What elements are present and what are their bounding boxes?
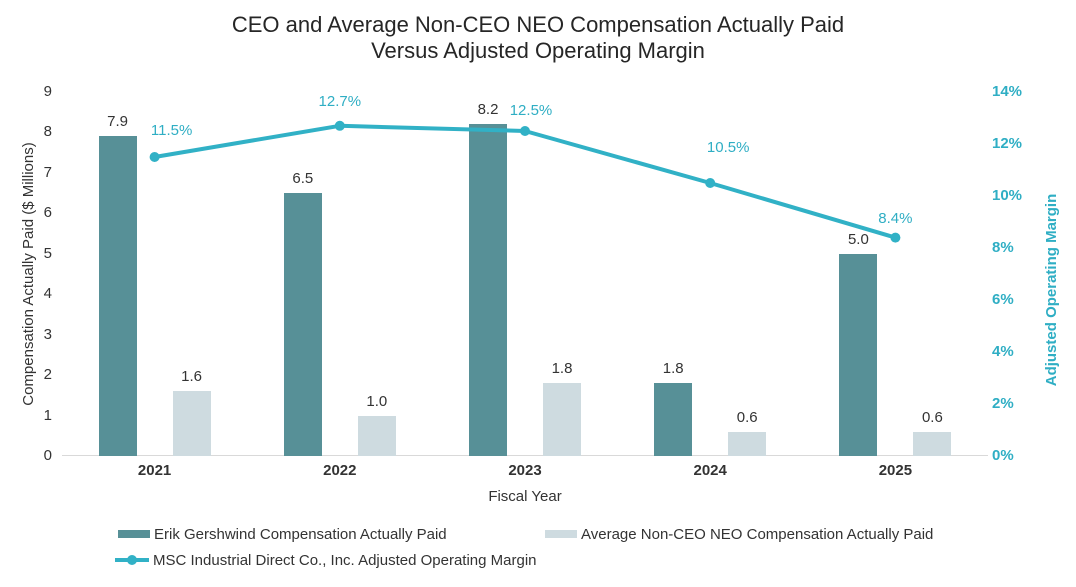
line-marker bbox=[705, 178, 716, 188]
bar-ceo-2025 bbox=[839, 253, 878, 456]
left-axis-tick-label: 3 bbox=[43, 325, 52, 343]
bar-value-label: 1.0 bbox=[366, 392, 388, 410]
right-axis-tick-label: 10% bbox=[992, 187, 1023, 204]
x-axis-line bbox=[62, 455, 988, 456]
legend-swatch-ceo-bar bbox=[118, 530, 150, 538]
right-axis-tick-label: 8% bbox=[992, 239, 1014, 256]
bar-value-label: 8.2 bbox=[477, 101, 499, 119]
left-axis-tick-label: 5 bbox=[43, 244, 52, 262]
x-axis-tick-label: 2022 bbox=[323, 462, 357, 479]
legend-item-neo: Average Non-CEO NEO Compensation Actuall… bbox=[545, 525, 933, 543]
x-axis-tick-label: 2021 bbox=[137, 462, 172, 479]
line-value-label: 12.7% bbox=[318, 92, 362, 110]
right-axis-tick-label: 2% bbox=[992, 395, 1014, 412]
line-value-label: 8.4% bbox=[878, 209, 913, 227]
x-axis-tick-label: 2024 bbox=[693, 462, 727, 479]
bar-value-label: 1.8 bbox=[551, 360, 573, 378]
legend-label-margin: MSC Industrial Direct Co., Inc. Adjusted… bbox=[153, 551, 537, 569]
x-axis-tick-label: 2025 bbox=[878, 462, 913, 479]
bar-ceo-2024 bbox=[654, 383, 693, 456]
bar-value-label: 1.6 bbox=[181, 368, 203, 386]
legend-item-margin: MSC Industrial Direct Co., Inc. Adjusted… bbox=[115, 551, 537, 569]
legend-swatch-neo-bar bbox=[545, 530, 577, 538]
left-axis-tick-label: 2 bbox=[43, 366, 52, 384]
bar-value-label: 1.8 bbox=[662, 360, 684, 378]
left-axis-tick-label: 7 bbox=[43, 163, 52, 181]
left-axis-tick-label: 0 bbox=[43, 447, 52, 464]
chart-title: CEO and Average Non-CEO NEO Compensation… bbox=[231, 12, 845, 63]
legend-swatch-margin-line bbox=[115, 554, 149, 566]
right-axis-tick-label: 4% bbox=[992, 343, 1014, 360]
left-axis-tick-label: 1 bbox=[43, 406, 52, 424]
bar-value-label: 5.0 bbox=[847, 230, 869, 248]
bar-neo-2023 bbox=[543, 383, 581, 456]
line-value-label: 10.5% bbox=[706, 139, 750, 156]
legend-label-neo: Average Non-CEO NEO Compensation Actuall… bbox=[581, 525, 934, 543]
bar-value-label: 7.9 bbox=[107, 113, 129, 131]
bar-value-label: 0.6 bbox=[736, 408, 758, 426]
line-marker bbox=[520, 126, 530, 136]
right-axis-tick-label: 12% bbox=[992, 135, 1023, 152]
bar-ceo-2022 bbox=[283, 193, 322, 456]
bar-neo-2021 bbox=[172, 391, 211, 456]
legend-item-ceo: Erik Gershwind Compensation Actually Pai… bbox=[118, 525, 447, 543]
bar-value-label: 0.6 bbox=[921, 408, 943, 426]
margin-line bbox=[152, 123, 898, 240]
right-axis-tick-label: 0% bbox=[992, 447, 1014, 464]
legend-label-ceo: Erik Gershwind Compensation Actually Pai… bbox=[154, 525, 447, 543]
bar-ceo-2021 bbox=[98, 136, 137, 456]
line-value-label: 12.5% bbox=[509, 102, 553, 119]
x-axis-tick-label: 2023 bbox=[508, 462, 542, 479]
left-axis-tick-label: 4 bbox=[43, 285, 52, 303]
left-axis-tick-label: 9 bbox=[43, 83, 52, 100]
left-axis-tick-label: 8 bbox=[43, 123, 52, 141]
line-value-label: 11.5% bbox=[150, 122, 193, 139]
bar-neo-2022 bbox=[357, 415, 396, 456]
bar-neo-2024 bbox=[728, 431, 767, 456]
line-marker bbox=[334, 120, 345, 131]
line-marker bbox=[890, 232, 901, 243]
right-axis-tick-label: 6% bbox=[992, 291, 1014, 308]
bar-value-label: 6.5 bbox=[292, 170, 314, 188]
right-axis-tick-label: 14% bbox=[992, 83, 1023, 100]
left-axis-tick-label: 6 bbox=[43, 204, 52, 222]
bar-neo-2025 bbox=[913, 431, 952, 456]
x-axis-title: Fiscal Year bbox=[488, 488, 562, 505]
line-marker bbox=[149, 152, 160, 162]
bar-ceo-2023 bbox=[469, 124, 507, 456]
